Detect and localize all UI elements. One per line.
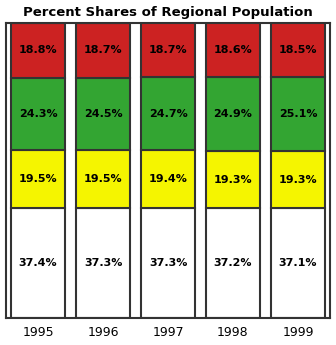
Text: 24.7%: 24.7% [149, 109, 187, 119]
Text: 25.1%: 25.1% [279, 109, 317, 119]
Bar [271, 22, 325, 77]
Text: 19.3%: 19.3% [279, 175, 317, 185]
Text: 19.4%: 19.4% [149, 174, 187, 184]
Bar [11, 150, 65, 208]
Bar [11, 208, 65, 318]
Text: 19.3%: 19.3% [214, 175, 252, 185]
Bar [76, 208, 130, 318]
Text: 18.8%: 18.8% [19, 45, 57, 55]
Bar [141, 208, 195, 318]
Text: 37.1%: 37.1% [279, 258, 317, 268]
Bar [141, 150, 195, 208]
Bar [141, 22, 195, 78]
Text: 19.5%: 19.5% [84, 174, 122, 184]
Text: 37.3%: 37.3% [84, 258, 122, 268]
Bar [206, 208, 260, 318]
Text: 19.5%: 19.5% [19, 174, 57, 184]
Bar [206, 151, 260, 208]
Text: 18.7%: 18.7% [84, 45, 122, 55]
Bar [271, 208, 325, 318]
Text: 24.3%: 24.3% [19, 109, 57, 119]
Text: 24.5%: 24.5% [84, 109, 122, 119]
Text: 24.9%: 24.9% [214, 109, 252, 119]
Bar [11, 22, 65, 78]
Title: Percent Shares of Regional Population: Percent Shares of Regional Population [23, 6, 313, 19]
Bar [206, 78, 260, 151]
Bar [76, 78, 130, 150]
Bar [141, 78, 195, 150]
Bar [271, 151, 325, 208]
Bar [76, 150, 130, 208]
Bar [206, 22, 260, 78]
Text: 18.7%: 18.7% [149, 45, 187, 55]
Text: 18.5%: 18.5% [279, 45, 317, 55]
Bar [11, 78, 65, 150]
Text: 37.2%: 37.2% [214, 258, 252, 268]
Bar [271, 77, 325, 151]
Text: 37.4%: 37.4% [19, 258, 57, 268]
Bar [76, 22, 130, 78]
Text: 18.6%: 18.6% [214, 45, 252, 55]
Text: 37.3%: 37.3% [149, 258, 187, 268]
